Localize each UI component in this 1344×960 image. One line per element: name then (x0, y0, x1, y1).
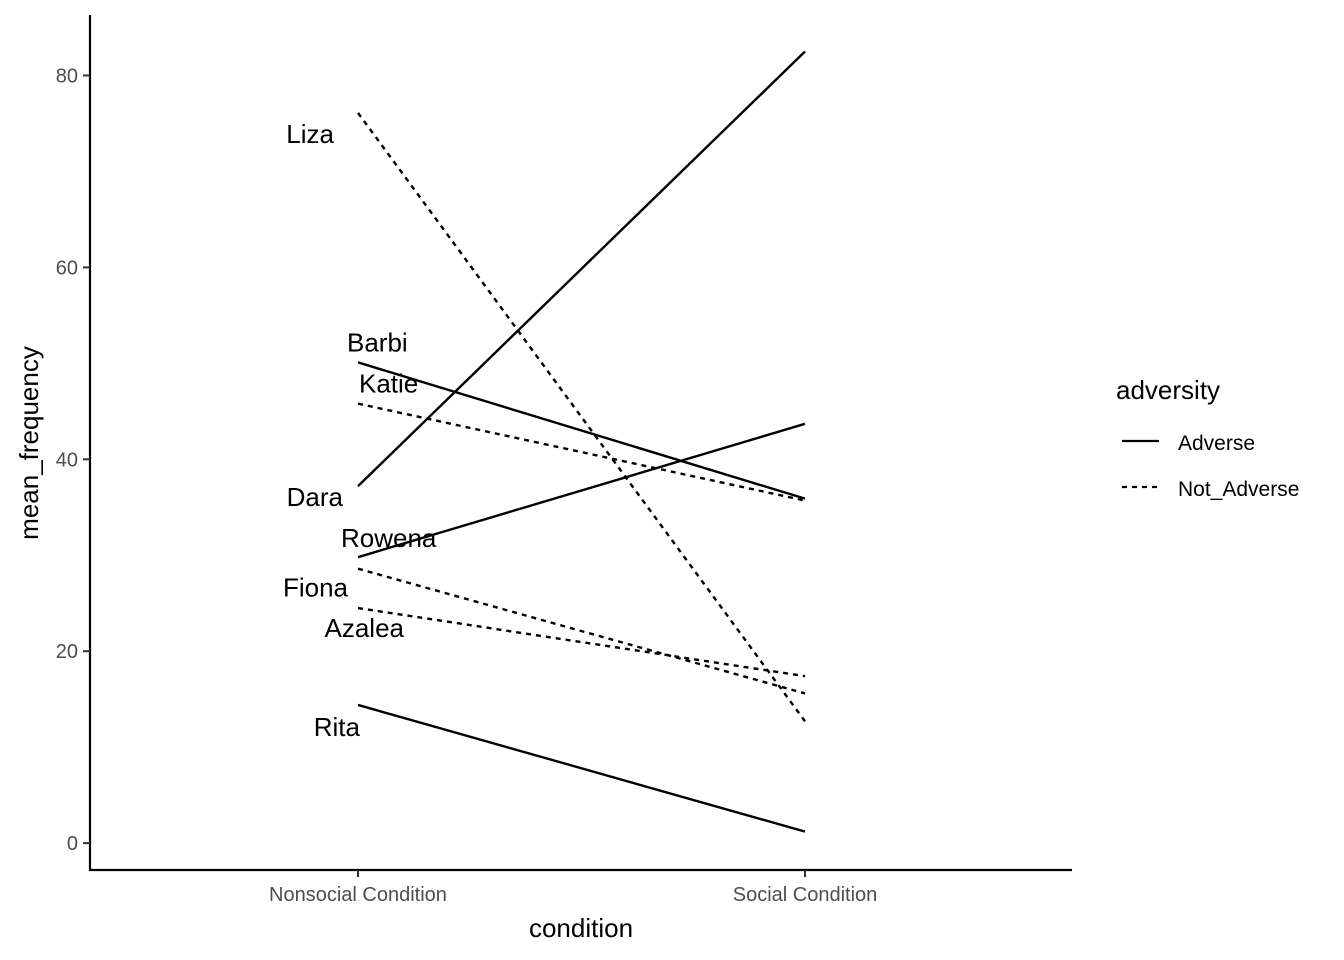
x-tick-label-nonsocial-condition: Nonsocial Condition (269, 884, 447, 906)
y-tick-label: 80 (56, 65, 78, 87)
legend: adversity Adverse Not_Adverse (1116, 375, 1299, 501)
series-line-rowena (357, 422, 806, 559)
series-line-dara (357, 50, 806, 488)
y-tick-label: 60 (56, 257, 78, 279)
x-axis-title: condition (529, 913, 633, 943)
x-tick-label-social-condition: Social Condition (733, 884, 878, 906)
series-label-azalea: Azalea (325, 613, 405, 643)
series-line-katie (357, 402, 806, 502)
y-tick-label: 0 (67, 833, 78, 855)
y-tick-label: 40 (56, 449, 78, 471)
legend-label-not-adverse: Not_Adverse (1178, 478, 1299, 501)
legend-label-adverse: Adverse (1178, 432, 1255, 455)
series-line-rita (357, 703, 806, 833)
series-label-katie: Katie (359, 369, 418, 399)
series-lines (357, 50, 806, 833)
series-labels: Liza Barbi Katie Dara Rowena Fiona Azalea Rita (283, 119, 437, 742)
series-label-barbi: Barbi (347, 327, 408, 357)
y-tick-label: 20 (56, 641, 78, 663)
series-line-azalea (357, 606, 806, 678)
series-label-liza: Liza (286, 119, 334, 149)
x-axis-ticks: Nonsocial Condition Social Condition (269, 870, 877, 906)
series-line-barbi (357, 361, 806, 500)
y-axis-title: mean_frequency (14, 346, 44, 540)
legend-title: adversity (1116, 375, 1220, 405)
series-label-dara: Dara (287, 482, 344, 512)
series-line-fiona (357, 567, 806, 695)
y-axis-ticks: 0 20 40 60 80 (56, 65, 90, 855)
series-label-rita: Rita (314, 712, 361, 742)
series-label-rowena: Rowena (341, 523, 437, 553)
series-label-fiona: Fiona (283, 573, 349, 603)
